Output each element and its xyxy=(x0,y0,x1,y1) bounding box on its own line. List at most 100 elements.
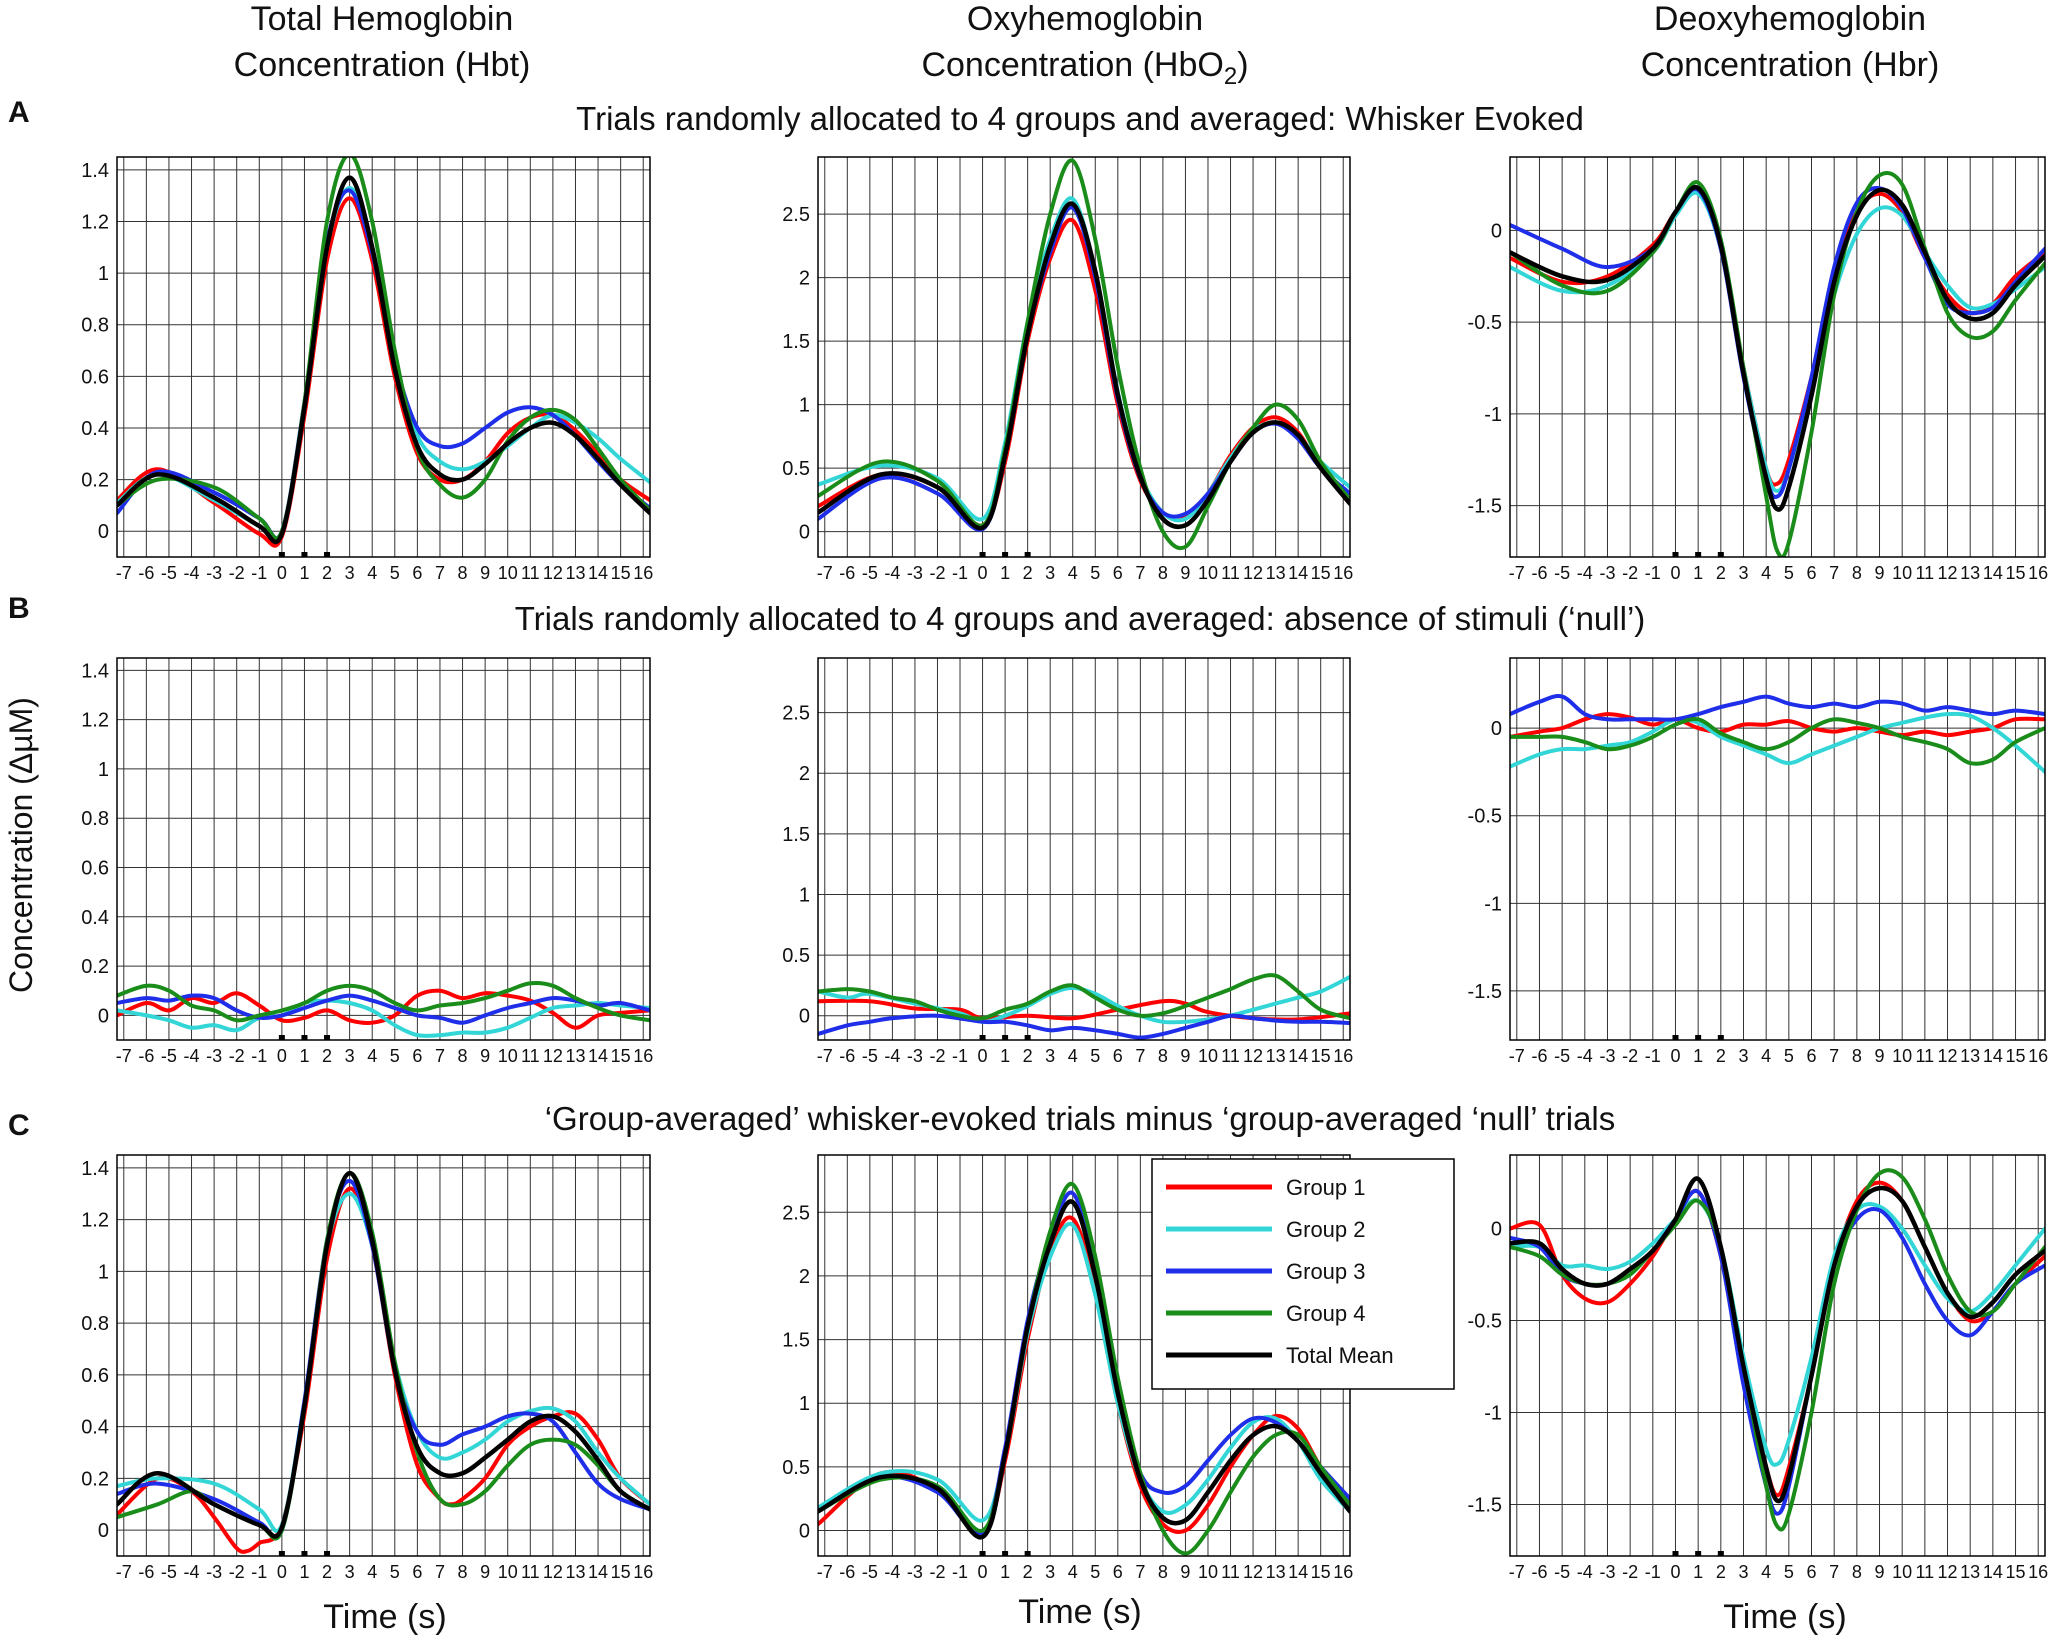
y-tick-label: 0 xyxy=(799,1006,810,1028)
x-tick-label: 9 xyxy=(480,1046,490,1066)
y-tick-label: 0.8 xyxy=(81,808,109,830)
panel-B2: -7 -6 -5 -4 -3 -2 -1 0 1 2 3 4 5 6 7 8 9 10 11 12 13 14 15 1600… xyxy=(782,657,1353,1066)
x-tick-label: 9 xyxy=(480,1562,490,1582)
plot-frame xyxy=(817,156,1351,558)
y-tick-label: 0 xyxy=(1491,718,1502,740)
x-tick-label: 15 xyxy=(611,1046,631,1066)
x-tick-label: -5 xyxy=(161,563,177,583)
stimulus-marker xyxy=(1672,552,1679,557)
x-tick-label: -4 xyxy=(184,1562,200,1582)
x-tick-label: 11 xyxy=(521,1562,540,1582)
x-tick-label: 4 xyxy=(1761,563,1771,583)
panel-A3: -7 -6 -5 -4 -3 -2 -1 0 1 2 3 4 5 6 7 8 9 10 11 12 13 14 15 16-1… xyxy=(1468,156,2048,583)
series-group xyxy=(1510,171,2045,557)
x-tick-label: 8 xyxy=(1852,563,1862,583)
x-tick-label: 14 xyxy=(1983,563,2003,583)
y-tick-label: 1 xyxy=(799,395,810,417)
x-tick-label: 1 xyxy=(1693,1562,1703,1582)
x-tick-label: 4 xyxy=(367,1046,377,1066)
y-tick-label: 0.6 xyxy=(81,1365,109,1387)
stimulus-marker xyxy=(1717,1551,1724,1556)
x-tick-label: 12 xyxy=(1243,563,1263,583)
x-tick-label: -4 xyxy=(184,1046,200,1066)
x-tick-label: 5 xyxy=(1090,1562,1100,1582)
x-tick-label: -4 xyxy=(184,563,200,583)
x-tick-label: 0 xyxy=(1670,1562,1680,1582)
x-tick-label: -4 xyxy=(1577,563,1593,583)
column-title-hbo2-sub: 2 xyxy=(1224,63,1237,90)
stimulus-marker xyxy=(1695,1035,1702,1040)
x-tick-label: 14 xyxy=(1983,1046,2003,1066)
x-tick-label: -5 xyxy=(862,563,878,583)
column-title-hbr-line2: Concentration (Hbr) xyxy=(1641,46,1940,84)
y-tick-label: 0.5 xyxy=(782,945,810,967)
x-tick-label: 10 xyxy=(1198,1046,1218,1066)
x-tick-label: 7 xyxy=(1135,1562,1145,1582)
x-tick-label: -6 xyxy=(138,1046,154,1066)
x-tick-label: -2 xyxy=(1622,1046,1638,1066)
x-tick-label: 8 xyxy=(1158,563,1168,583)
stimulus-marker xyxy=(979,1035,986,1040)
x-tick-label: 15 xyxy=(2006,1562,2026,1582)
x-tick-label: 14 xyxy=(1288,563,1308,583)
plot-frame xyxy=(1509,657,2046,1041)
x-tick-label: -4 xyxy=(884,563,900,583)
column-title-hbo2-main: Concentration (HbO xyxy=(921,46,1223,84)
y-tick-label: 0.5 xyxy=(782,458,810,480)
y-tick-label: 1.2 xyxy=(81,212,109,234)
x-tick-label: 16 xyxy=(633,563,653,583)
y-tick-label: 1.4 xyxy=(81,1158,109,1180)
x-tick-label: 5 xyxy=(390,563,400,583)
x-tick-label: 5 xyxy=(1784,563,1794,583)
y-tick-label: 0 xyxy=(98,521,109,543)
x-tick-label: 8 xyxy=(458,563,468,583)
x-tick-label: -2 xyxy=(1622,1562,1638,1582)
x-tick-label: -4 xyxy=(1577,1046,1593,1066)
stimulus-marker xyxy=(1717,1035,1724,1040)
plot-frame xyxy=(116,1154,651,1557)
x-tick-label: 10 xyxy=(1198,1562,1218,1582)
legend-label-total-mean: Total Mean xyxy=(1286,1343,1394,1368)
x-tick-label: 5 xyxy=(1784,1562,1794,1582)
legend-label-group-4: Group 4 xyxy=(1286,1301,1366,1326)
legend-box xyxy=(1151,1158,1455,1390)
y-tick-label: 2.5 xyxy=(782,204,810,226)
y-tick-label: 0.8 xyxy=(81,1313,109,1335)
x-tick-label: 11 xyxy=(1221,1046,1240,1066)
x-tick-label: 0 xyxy=(277,1562,287,1582)
x-tick-label: 9 xyxy=(1180,563,1190,583)
x-tick-label: 12 xyxy=(1243,1562,1263,1582)
x-tick-label: -5 xyxy=(1554,1562,1570,1582)
x-tick-label: -1 xyxy=(952,563,968,583)
x-tick-label: 0 xyxy=(1670,563,1680,583)
x-tick-label: 3 xyxy=(1738,1046,1748,1066)
x-tick-label: -3 xyxy=(1599,1046,1615,1066)
y-tick-label: -0.5 xyxy=(1468,806,1502,828)
x-tick-label: 0 xyxy=(978,1046,988,1066)
y-tick-label: -1.5 xyxy=(1468,981,1502,1003)
x-tick-label: 4 xyxy=(1068,1046,1078,1066)
column-title-hbr-line1: Deoxyhemoglobin xyxy=(1654,0,1926,38)
x-tick-label: 4 xyxy=(1761,1046,1771,1066)
x-tick-label: 2 xyxy=(1716,1046,1726,1066)
series-line-group-3 xyxy=(818,1013,1350,1040)
series-line-group-1 xyxy=(1510,712,2045,739)
column-title-hbo2-tail: ) xyxy=(1237,46,1248,84)
series-group xyxy=(117,1170,650,1554)
x-tick-label: -2 xyxy=(929,1562,945,1582)
y-tick-label: -1 xyxy=(1484,893,1502,915)
column-title-hbt: Total Hemoglobin Concentration (Hbt) xyxy=(234,0,531,84)
x-tick-label: 11 xyxy=(1916,1046,1935,1066)
x-tick-label: 2 xyxy=(322,1562,332,1582)
y-tick-label: 1 xyxy=(799,884,810,906)
x-tick-label: -6 xyxy=(138,563,154,583)
x-tick-label: -7 xyxy=(817,1562,833,1582)
y-tick-label: 1.5 xyxy=(782,824,810,846)
x-tick-label: -6 xyxy=(839,563,855,583)
panel-A2: -7 -6 -5 -4 -3 -2 -1 0 1 2 3 4 5 6 7 8 9 10 11 12 13 14 15 1600… xyxy=(782,156,1353,583)
x-tick-label: 2 xyxy=(1023,1046,1033,1066)
x-tick-label: 8 xyxy=(458,1046,468,1066)
plot-area xyxy=(818,157,1350,557)
plot-frame xyxy=(116,657,651,1041)
x-tick-label: 2 xyxy=(322,1046,332,1066)
